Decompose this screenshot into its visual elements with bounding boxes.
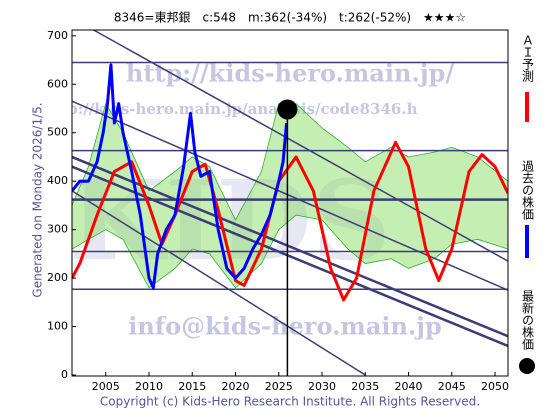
y-tick-label: 500 bbox=[47, 126, 68, 139]
trend-line bbox=[93, 30, 508, 262]
y-tick-label: 600 bbox=[47, 77, 68, 90]
y-tick-label: 0 bbox=[61, 368, 68, 381]
trend-line bbox=[72, 155, 508, 338]
x-tick-label: 2015 bbox=[178, 380, 206, 393]
watermark: http://kids-hero.main.jp/ bbox=[126, 59, 454, 88]
plot: http://kids-hero.main.jp/http://kids-her… bbox=[43, 30, 508, 376]
x-tick-label: 2005 bbox=[92, 380, 120, 393]
y-tick-label: 100 bbox=[47, 320, 68, 333]
latest-dot bbox=[277, 99, 298, 120]
trend-line bbox=[72, 100, 508, 291]
legend-label: 最新の株価 bbox=[521, 290, 535, 350]
y-tick-label: 200 bbox=[47, 271, 68, 284]
legend-label: 過去の株価 bbox=[521, 160, 535, 220]
legend-label: ＡＩ予測 bbox=[521, 34, 535, 83]
watermark: info@kids-hero.main.jp bbox=[128, 312, 442, 341]
y-tick-label: 700 bbox=[47, 29, 68, 42]
x-tick-label: 2035 bbox=[351, 380, 379, 393]
plot-bg bbox=[72, 30, 508, 376]
plot-frame bbox=[71, 29, 509, 377]
x-tick-label: 2050 bbox=[481, 380, 509, 393]
y-tick-label: 300 bbox=[47, 223, 68, 236]
footer: Copyright (c) Kids-Hero Research Institu… bbox=[100, 395, 480, 409]
chart-title: 8346=東邦銀 c:548 m:362(-34%) t:262(-52%) ★… bbox=[114, 11, 466, 25]
trend-line bbox=[72, 190, 366, 376]
x-tick-label: 2045 bbox=[438, 380, 466, 393]
series-line bbox=[72, 63, 289, 290]
legend-swatch bbox=[519, 358, 535, 374]
x-tick-label: 2025 bbox=[265, 380, 293, 393]
watermark: http://kids-hero.main.jp/analysis/code83… bbox=[43, 100, 418, 118]
x-tick-label: 2020 bbox=[222, 380, 250, 393]
x-tick-label: 2030 bbox=[308, 380, 336, 393]
y-label: Generated on Monday 2026/1/5. bbox=[31, 102, 45, 297]
x-tick-label: 2040 bbox=[395, 380, 423, 393]
x-tick-label: 2010 bbox=[135, 380, 163, 393]
y-tick-label: 400 bbox=[47, 174, 68, 187]
